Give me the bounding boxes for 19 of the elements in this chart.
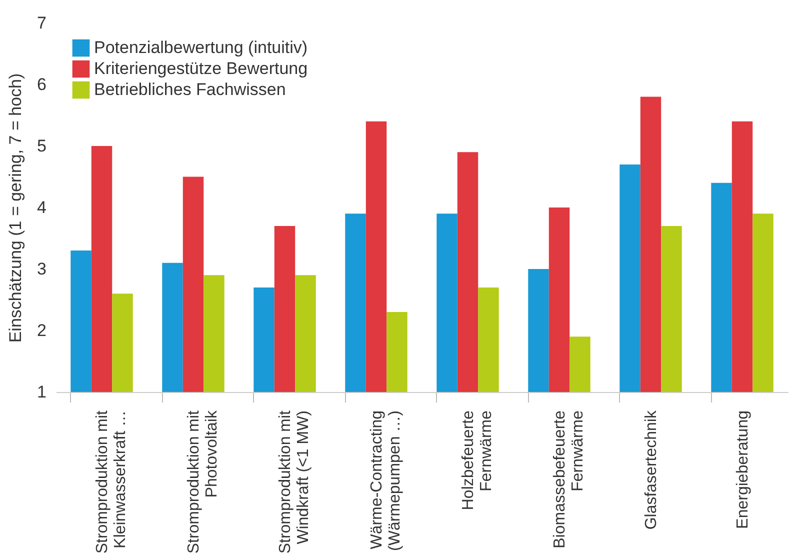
x-tick-label: Stromproduktion mit Photovoltaik xyxy=(185,410,220,554)
legend-label: Betriebliches Fachwissen xyxy=(94,80,286,99)
legend-label: Potenzialbewertung (intuitiv) xyxy=(94,38,308,57)
y-tick-label: 2 xyxy=(37,321,46,340)
x-tick-label: Glasfasertechnik xyxy=(642,410,660,530)
x-tick-label: Wärme-Contracting (Wärmepumpen …) xyxy=(368,410,404,551)
x-tick-label: Energieberatung xyxy=(734,410,752,529)
y-axis-title: Einschätzung (1 = gering, 7 = hoch) xyxy=(6,73,26,343)
x-tick-label: Stromproduktion mit Kleinwasserkraft … xyxy=(94,410,129,554)
x-tick-label: Biomassebefeuerte Fernwärme xyxy=(551,410,586,548)
y-tick-label: 6 xyxy=(37,75,46,94)
y-tick-label: 4 xyxy=(37,198,46,217)
x-tick-label: Stromproduktion mit Windkraft (<1 MW) xyxy=(276,410,312,554)
y-tick-label: 5 xyxy=(37,136,46,156)
legend-label: Kriteriengestütze Bewertung xyxy=(94,59,308,78)
y-tick-label: 3 xyxy=(37,260,46,278)
x-tick-label: Holzbefeuerte Fernwärme xyxy=(460,410,495,510)
y-tick-label: 1 xyxy=(37,382,46,402)
y-tick-label: 7 xyxy=(37,14,46,32)
